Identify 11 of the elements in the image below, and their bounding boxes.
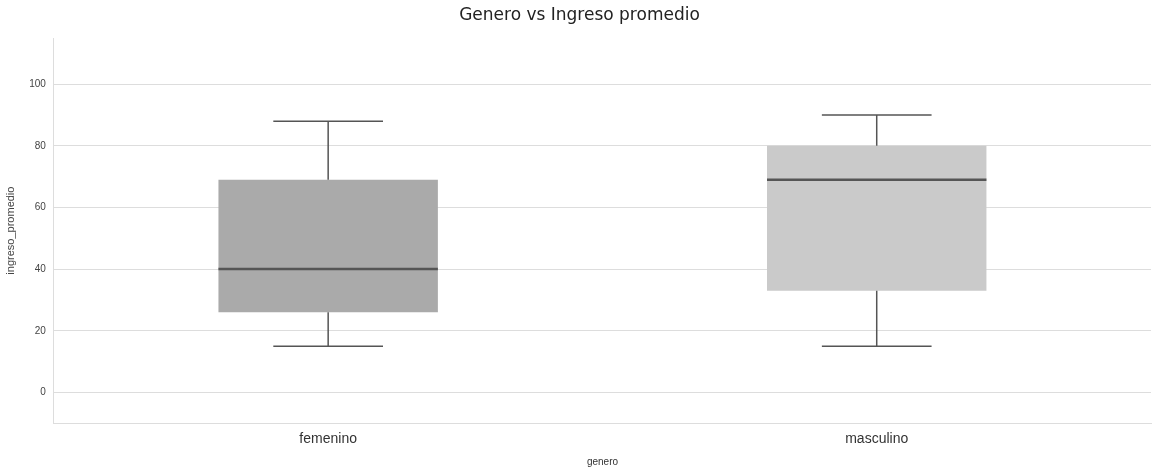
y-tick-label: 60 — [34, 201, 47, 213]
y-axis-title: ingreso_promedio — [3, 186, 16, 275]
chart-title: Genero vs Ingreso promedio — [458, 4, 701, 24]
x-tick-label: masculino — [845, 430, 909, 447]
y-tick-label: 40 — [34, 262, 47, 274]
x-tick-label: femenino — [299, 430, 358, 447]
y-tick-label: 100 — [29, 77, 47, 89]
x-axis-title: genero — [586, 455, 619, 467]
y-tick-label: 20 — [34, 324, 47, 336]
y-tick-label: 80 — [34, 139, 47, 151]
y-tick-label: 0 — [40, 386, 47, 398]
